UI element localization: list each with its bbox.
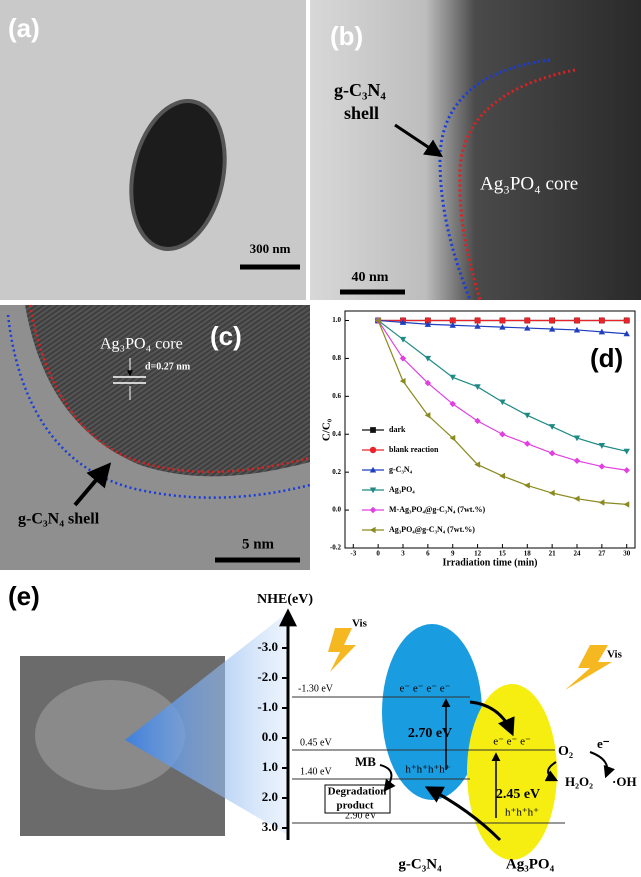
arrow xyxy=(590,752,607,776)
product: ·OH xyxy=(612,774,637,789)
core-label: Ag₃PO₄ core xyxy=(100,336,183,353)
level-label: -1.30 eV xyxy=(298,683,334,694)
data-point xyxy=(574,317,580,323)
panel-c: (c) Ag₃PO₄ core d=0.27 nm g-C₃N₄ shell 5… xyxy=(0,305,310,570)
electrons: e⁻ e⁻ e⁻ e⁻ xyxy=(399,683,450,695)
data-point xyxy=(624,317,630,323)
legend-label: Ag₃PO₄ xyxy=(389,485,415,494)
axis-tick-label: 3.0 xyxy=(262,819,278,834)
panel-label: (a) xyxy=(8,13,40,43)
legend-label: M-Ag₃PO₄@g-C₃N₄ (7wt.%) xyxy=(389,505,485,514)
reactant: O₂ xyxy=(558,744,573,759)
data-point xyxy=(524,317,530,323)
x-tick-label: 30 xyxy=(623,550,631,558)
y-axis-label: C/C₀ xyxy=(321,418,333,441)
panel-d: (d) Irradiation time (min) C/C₀ -3 0 3 6 9 12… xyxy=(321,311,635,568)
holes: h⁺h⁺h⁺h⁺ xyxy=(405,764,450,776)
data-point xyxy=(499,317,505,323)
scale-text: 40 nm xyxy=(352,270,389,285)
light-label: Vis xyxy=(352,618,368,630)
shell-label: g-C₃N₄ xyxy=(334,80,386,100)
level-label: 1.40 eV xyxy=(300,766,332,777)
axis-tick-label: 0.0 xyxy=(262,729,278,744)
legend-label: Ag₃PO₄@g-C₃N₄ (7wt.%) xyxy=(389,525,475,534)
pollutant: MB xyxy=(355,754,376,769)
legend-label: g-C₃N₄ xyxy=(389,465,413,474)
x-tick-label: 18 xyxy=(524,550,532,558)
panel-e: (e) NHE(eV) -3.0 -2.0 -1.0 0.0 1.0 2.0 3.0 Vis… xyxy=(8,581,637,873)
band-gap: 2.45 eV xyxy=(496,787,540,802)
figure: (a) 300 nm (b) g-C₃N₄ shell Ag₃PO₄ core … xyxy=(0,0,641,877)
legend-label: dark xyxy=(389,425,406,434)
data-point xyxy=(549,317,555,323)
apo-band xyxy=(467,684,557,860)
panel-label: (c) xyxy=(210,321,242,351)
data-point xyxy=(599,317,605,323)
scale-text: 300 nm xyxy=(250,241,291,256)
x-axis-label: Irradiation time (min) xyxy=(443,557,538,568)
panel-label: (e) xyxy=(8,581,40,611)
lightning xyxy=(328,628,356,672)
x-tick-label: 3 xyxy=(401,550,405,558)
light-label: Vis xyxy=(607,649,623,661)
product: H₂O₂ xyxy=(565,774,593,789)
axis-tick-label: -1.0 xyxy=(257,699,278,714)
axis-tick-label: -3.0 xyxy=(257,639,278,654)
scale-text: 5 nm xyxy=(242,536,275,552)
core-label: Ag₃PO₄ core xyxy=(480,173,578,194)
electrons: e⁻ e⁻ e⁻ xyxy=(493,736,531,748)
y-tick-label: 0.8 xyxy=(332,354,341,362)
product-label: product xyxy=(336,800,373,812)
panel-a: (a) 300 nm xyxy=(0,0,306,300)
data-point xyxy=(474,317,480,323)
legend-marker xyxy=(370,447,376,453)
shell-label: shell xyxy=(344,103,379,123)
axis-title: NHE(eV) xyxy=(257,592,313,607)
x-tick-label: -3 xyxy=(350,550,356,558)
material-name: g-C₃N₄ xyxy=(398,856,442,872)
y-tick-label: 0.0 xyxy=(332,506,341,514)
x-tick-label: 9 xyxy=(451,550,455,558)
panel-label: (d) xyxy=(590,343,623,373)
axis-tick-label: 2.0 xyxy=(262,789,278,804)
axis-tick-label: 1.0 xyxy=(262,759,278,774)
y-tick-label: 0.6 xyxy=(332,392,341,400)
x-tick-label: 27 xyxy=(598,550,606,558)
x-tick-label: 15 xyxy=(499,550,507,558)
spacing-label: d=0.27 nm xyxy=(145,361,191,372)
x-tick-label: 12 xyxy=(474,550,482,558)
y-tick-label: -0.2 xyxy=(330,544,342,552)
x-tick-label: 0 xyxy=(376,550,380,558)
panel-b: (b) g-C₃N₄ shell Ag₃PO₄ core 40 nm xyxy=(310,0,641,300)
legend-label: blank reaction xyxy=(389,445,439,454)
product-label: Degradation xyxy=(328,786,387,798)
level-label: 0.45 eV xyxy=(300,737,332,748)
material-name: Ag₃PO₄ xyxy=(506,856,555,872)
x-tick-label: 6 xyxy=(426,550,430,558)
shell-label: g-C₃N₄ shell xyxy=(18,511,100,528)
panel-label: (b) xyxy=(330,21,363,51)
y-tick-label: 1.0 xyxy=(332,316,341,324)
y-tick-label: 0.2 xyxy=(332,468,341,476)
holes: h⁺h⁺h⁺ xyxy=(505,807,539,819)
x-tick-label: 21 xyxy=(549,550,557,558)
y-tick-label: 0.4 xyxy=(332,430,341,438)
lightning xyxy=(565,645,612,690)
x-tick-label: 24 xyxy=(574,550,582,558)
electron: e⁻ xyxy=(597,736,610,751)
axis-tick-label: -2.0 xyxy=(257,669,278,684)
legend-marker xyxy=(370,427,376,433)
